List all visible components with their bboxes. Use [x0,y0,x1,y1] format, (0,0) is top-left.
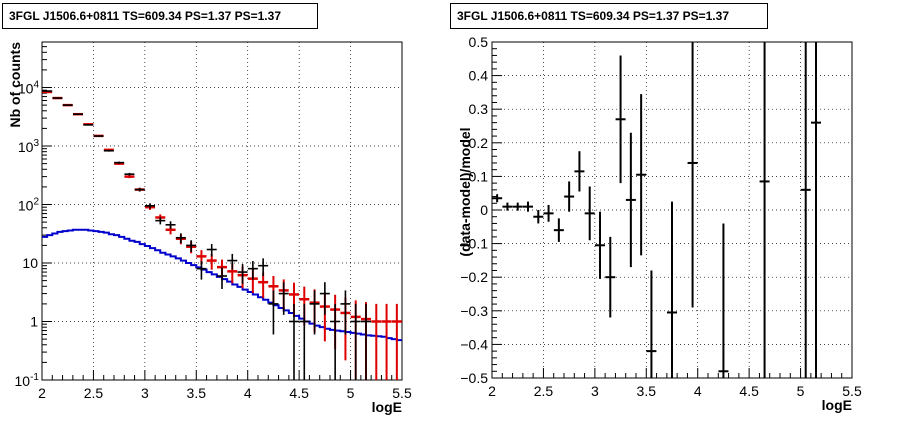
x-tick-label: 2 [38,385,46,401]
y-tick-label: −0.1 [460,236,488,252]
x-tick-label: 5.5 [842,383,862,399]
y-tick-label: 1 [30,314,38,330]
x-tick-label: 3 [591,383,599,399]
y-axis-title: Nb of counts [7,42,23,128]
y-tick-label: 0.5 [469,34,489,50]
x-tick-label: 2.5 [534,383,554,399]
x-tick-label: 2.5 [84,385,104,401]
y-tick-label: −0.5 [460,370,488,386]
counts-panel: 2 2.5 3 3.5 4 4.5 5 5.5 10-1 1 10 102 103 104 logE Nb o… [7,41,412,415]
y-tick-label: −0.3 [460,303,488,319]
source-model-curve [42,228,402,342]
x-tick-label: 3.5 [187,385,207,401]
x-tick-label: 4 [694,383,702,399]
x-tick-label: 5 [347,385,355,401]
y-tick-label: 0 [480,202,488,218]
x-tick-label: 3.5 [637,383,657,399]
x-tick-label: 3 [141,385,149,401]
y-tick-label: 104 [18,80,40,97]
y-tick-label: 10-1 [15,372,40,389]
y-tick-label: 103 [18,138,40,155]
counts-chart-title: 3FGL J1506.6+0811 TS=609.34 PS=1.37 PS=1… [2,3,318,29]
plot-frame [41,41,403,381]
x-tick-label: 4.5 [289,385,309,401]
y-tick-label: −0.4 [460,336,488,352]
x-tick-label: 5.5 [392,385,412,401]
y-tick-label: 0.4 [469,68,489,84]
x-axis-title: logE [822,397,852,413]
y-tick-label: 0.1 [469,168,489,184]
x-tick-label: 5 [797,383,805,399]
x-tick-label: 4.5 [739,383,759,399]
x-axis-title: logE [372,399,402,415]
x-tick-label: 4 [244,385,252,401]
y-tick-label: −0.2 [460,269,488,285]
y-tick-label: 0.2 [469,135,489,151]
y-tick-label: 0.3 [469,101,489,117]
x-tick-label: 2 [488,383,496,399]
residuals-panel: 2 2.5 3 3.5 4 4.5 5 5.5 −0.5 −0.4 −0.3 −0.2 −0.1 0 0.1… [457,34,862,413]
y-tick-label: 10 [22,255,38,271]
y-axis-title: (data-model)/model [457,127,473,256]
y-tick-label: 102 [18,197,40,214]
residuals-chart-title: 3FGL J1506.6+0811 TS=609.34 PS=1.37 PS=1… [450,3,768,29]
